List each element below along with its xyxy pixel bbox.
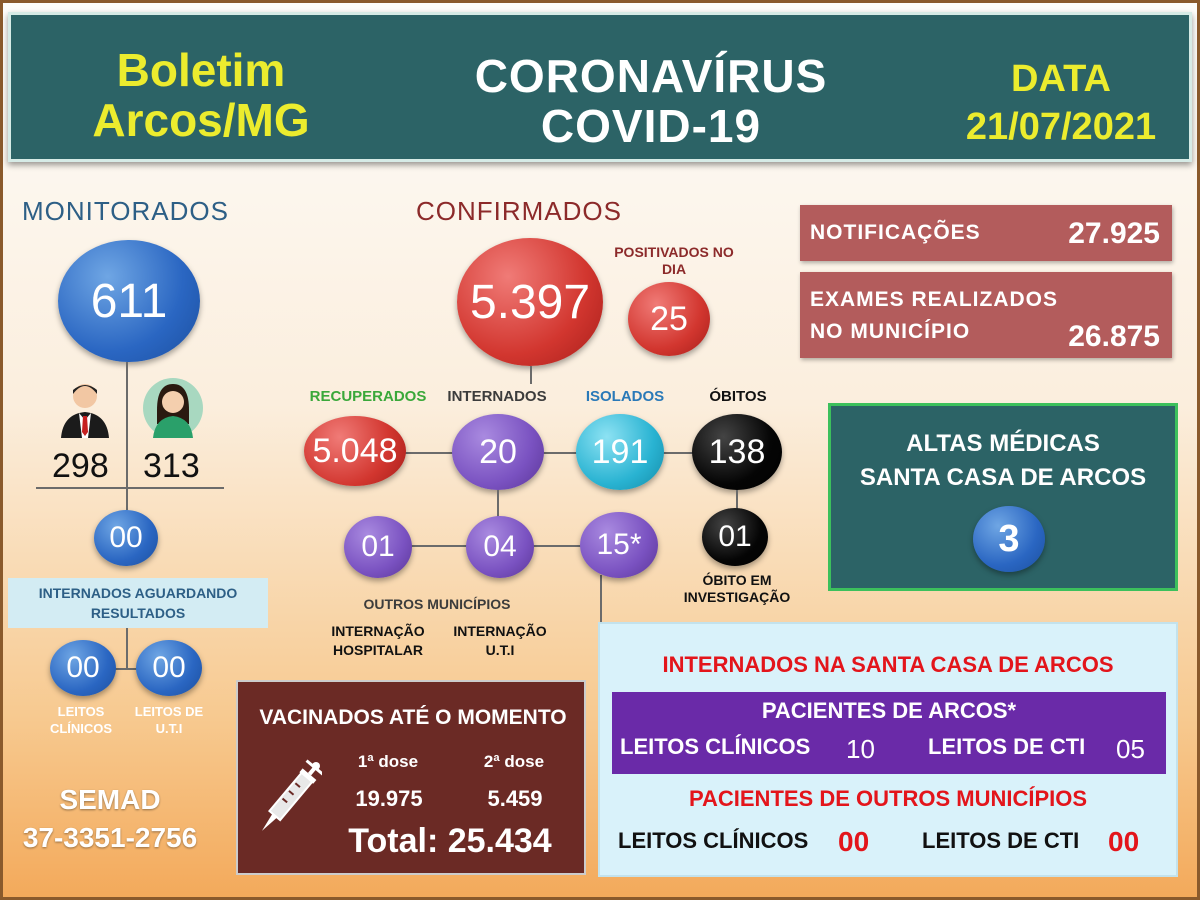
- obitos-label: ÓBITOS: [709, 388, 767, 405]
- arcos-cti-value: 05: [1116, 734, 1145, 764]
- header-banner: Boletim Arcos/MG CORONAVÍRUS COVID-19 DA…: [8, 12, 1192, 162]
- leitos-clinicos-circle: 00: [50, 640, 116, 696]
- altas-medicas-box: ALTAS MÉDICAS SANTA CASA DE ARCOS 3: [828, 403, 1178, 591]
- title-line2: COVID-19: [540, 100, 762, 152]
- connector-line: [82, 668, 172, 670]
- internacao-uti-label: INTERNAÇÃO U.T.I: [453, 623, 547, 658]
- vacinados-title: VACINADOS ATÉ O MOMENTO: [259, 706, 567, 729]
- connector-line: [400, 452, 720, 454]
- connector-line: [126, 362, 128, 510]
- header-date: DATA 21/07/2021: [931, 55, 1191, 151]
- obitos-circle: 138: [692, 414, 782, 490]
- outros-clinicos-value: 00: [838, 826, 870, 857]
- connector-line: [497, 490, 499, 520]
- header-title: CORONAVÍRUS COVID-19: [441, 51, 861, 151]
- male-person-icon: [61, 384, 109, 438]
- obito-investigacao-label: ÓBITO EM INVESTIGAÇÃO: [683, 572, 791, 605]
- exames-label-line1: EXAMES REALIZADOS: [810, 288, 1059, 311]
- internados-circle: 20: [452, 414, 544, 490]
- notificacoes-value: 27.925: [1068, 217, 1160, 250]
- exames-box: EXAMES REALIZADOS NO MUNICÍPIO 26.875: [800, 272, 1172, 358]
- positivados-circle: 25: [628, 282, 710, 356]
- dose2-value: 5.459: [487, 786, 543, 811]
- semad-name: SEMAD: [59, 784, 161, 815]
- isolados-label: ISOLADOS: [585, 388, 665, 405]
- notificacoes-label: NOTIFICAÇÕES: [810, 221, 981, 244]
- exames-value: 26.875: [1068, 320, 1160, 353]
- altas-line2: SANTA CASA DE ARCOS: [859, 464, 1147, 491]
- connector-line: [126, 628, 128, 668]
- connector-line: [736, 490, 738, 510]
- confirmados-total-circle: 5.397: [457, 238, 603, 366]
- exames-label-line2: NO MUNICÍPIO: [810, 320, 971, 343]
- internacao-hospitalar-label: INTERNAÇÃO HOSPITALAR: [331, 623, 425, 658]
- recuperados-circle: 5.048: [304, 416, 406, 486]
- city-label: Arcos/MG: [92, 94, 310, 146]
- male-count: 298: [52, 447, 109, 485]
- outros-municipios-circle: 01: [344, 516, 412, 578]
- outros-clinicos-label: LEITOS CLÍNICOS: [618, 828, 809, 853]
- outros-cti-label: LEITOS DE CTI: [922, 828, 1080, 853]
- internados-aguardando-circle: 00: [94, 510, 158, 566]
- female-count: 313: [143, 447, 200, 485]
- outros-municipios-label: OUTROS MUNICÍPIOS: [363, 596, 511, 612]
- outros-cti-value: 00: [1108, 826, 1140, 857]
- leitos-uti-label: LEITOS DE U.T.I: [134, 704, 204, 736]
- title-line1: CORONAVÍRUS: [474, 50, 828, 102]
- monitorados-total-circle: 611: [58, 240, 200, 362]
- arcos-patients-bar: PACIENTES DE ARCOS* LEITOS CLÍNICOS 10 L…: [612, 692, 1166, 774]
- altas-line1: ALTAS MÉDICAS: [906, 430, 1100, 457]
- isolados-circle: 191: [576, 414, 664, 490]
- female-person-icon: [143, 378, 203, 438]
- dose1-value: 19.975: [355, 786, 423, 811]
- date-value: 21/07/2021: [965, 106, 1157, 148]
- connector-line: [36, 487, 224, 489]
- confirmados-title: CONFIRMADOS: [416, 196, 622, 226]
- syringe-icon: [261, 759, 322, 831]
- recuperados-label: RECUPERADOS: [309, 388, 427, 405]
- dose2-label: 2ª dose: [483, 752, 545, 771]
- semad-phone: 37-3351-2756: [22, 822, 198, 853]
- obito-investigacao-circle: 01: [702, 508, 768, 566]
- date-label: DATA: [1011, 58, 1111, 100]
- arcos-clinicos-label: LEITOS CLÍNICOS: [620, 734, 811, 759]
- arcos-title: PACIENTES DE ARCOS*: [761, 698, 1017, 723]
- internados-aguardando-label: INTERNADOS AGUARDANDO RESULTADOS: [8, 578, 268, 628]
- internacao-uti-circle: 15*: [580, 512, 658, 578]
- vacinados-total: Total: 25.434: [348, 822, 552, 860]
- internados-label: INTERNADOS: [447, 388, 547, 405]
- header-left: Boletim Arcos/MG: [71, 45, 331, 145]
- notificacoes-box: NOTIFICAÇÕES 27.925: [800, 205, 1172, 261]
- dose1-label: 1ª dose: [357, 752, 419, 771]
- vacinados-box: VACINADOS ATÉ O MOMENTO 1ª dose 2ª dose …: [236, 680, 586, 875]
- leitos-uti-circle: 00: [136, 640, 202, 696]
- santa-casa-box: INTERNADOS NA SANTA CASA DE ARCOS PACIEN…: [598, 622, 1178, 877]
- leitos-clinicos-label: LEITOS CLÍNICOS: [49, 704, 113, 736]
- arcos-clinicos-value: 10: [846, 734, 875, 764]
- outros-title: PACIENTES DE OUTROS MUNICÍPIOS: [688, 786, 1088, 811]
- altas-value-circle: 3: [973, 506, 1045, 572]
- connector-line: [530, 366, 532, 384]
- positivados-label: POSITIVADOS NO DIA: [614, 244, 734, 277]
- santa-casa-title: INTERNADOS NA SANTA CASA DE ARCOS: [662, 652, 1114, 677]
- internacao-hospitalar-circle: 04: [466, 516, 534, 578]
- arcos-cti-label: LEITOS DE CTI: [928, 734, 1086, 759]
- monitorados-title: MONITORADOS: [22, 196, 229, 226]
- boletim-label: Boletim: [116, 44, 286, 96]
